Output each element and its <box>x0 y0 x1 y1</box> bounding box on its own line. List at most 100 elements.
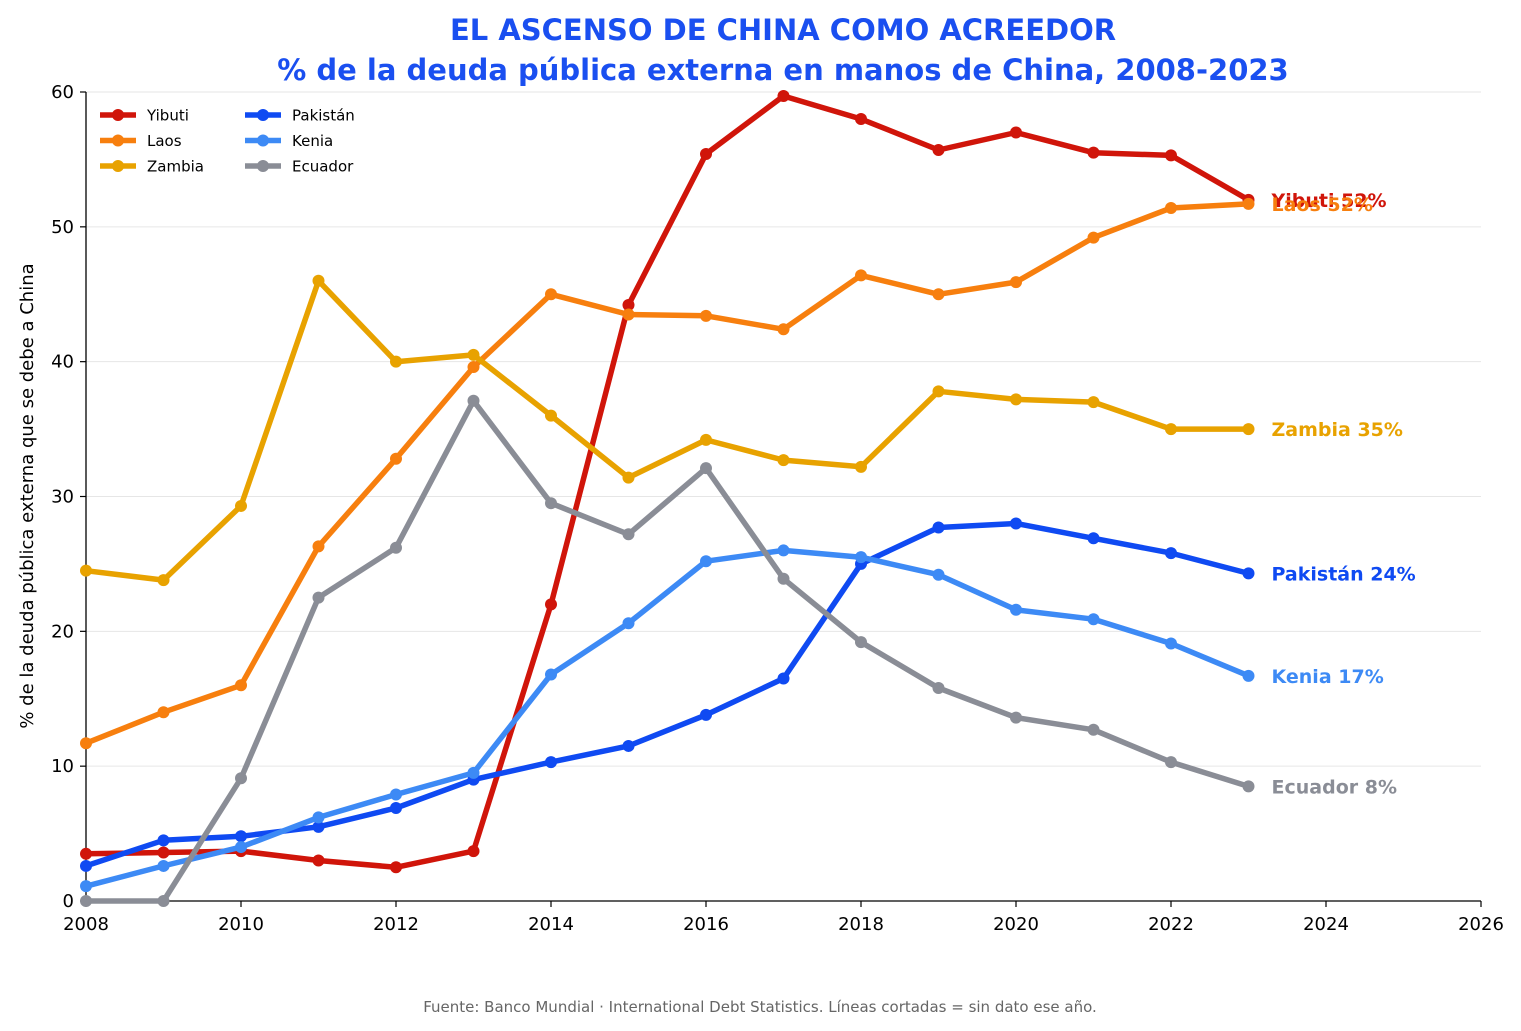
data-point <box>1242 567 1255 580</box>
data-point <box>855 636 867 649</box>
data-point <box>467 361 480 374</box>
data-point <box>1087 532 1100 545</box>
legend-item-laos: Laos <box>100 132 182 150</box>
x-tick-label: 2008 <box>63 914 109 935</box>
data-point <box>777 323 790 336</box>
data-point <box>700 309 712 322</box>
data-point <box>622 471 635 484</box>
data-point <box>390 801 402 814</box>
series-line <box>83 201 1252 746</box>
data-point <box>80 847 92 860</box>
data-point <box>777 454 790 467</box>
data-point <box>235 830 247 843</box>
data-point <box>1010 711 1022 724</box>
data-point <box>1087 723 1100 736</box>
data-point <box>1010 517 1022 530</box>
data-point <box>545 497 557 510</box>
data-point <box>235 841 247 854</box>
data-point <box>157 859 170 872</box>
y-tick-label: 50 <box>51 217 74 238</box>
series-pakistán <box>80 517 1255 872</box>
data-point <box>157 706 170 719</box>
legend-item-kenia: Kenia <box>245 132 333 150</box>
x-tick-label: 2016 <box>683 914 729 935</box>
data-point <box>1165 756 1177 769</box>
series-kenia <box>80 544 1255 893</box>
data-point <box>932 568 945 581</box>
data-point <box>1010 126 1022 139</box>
data-point <box>777 90 790 103</box>
data-point <box>932 521 945 534</box>
data-point <box>467 845 480 858</box>
y-axis-label: % de la deuda pública externa que se deb… <box>17 263 38 728</box>
data-point <box>390 355 402 368</box>
x-tick-label: 2012 <box>373 914 419 935</box>
series-yibuti <box>80 90 1255 874</box>
legend-item-pakistán: Pakistán <box>245 107 355 125</box>
legend-swatch-marker <box>112 109 124 121</box>
data-point <box>855 551 867 564</box>
end-label-zambia: Zambia 35% <box>1272 419 1403 441</box>
data-point <box>467 766 480 779</box>
data-point <box>235 772 247 785</box>
chart-subtitle: % de la deuda pública externa en manos d… <box>277 53 1289 87</box>
legend-swatch-marker <box>257 160 269 172</box>
data-point <box>700 433 712 446</box>
data-point <box>235 499 247 512</box>
data-point <box>312 820 325 833</box>
data-point <box>932 681 945 694</box>
end-labels: Yibuti 52%Laos 52% Zambia 35% Pakistán 24%… <box>1271 190 1416 799</box>
data-point <box>312 540 325 553</box>
legend-swatch-marker <box>112 134 124 147</box>
end-label-laos: Laos 52% <box>1272 194 1373 216</box>
y-tick-label: 40 <box>51 352 74 373</box>
data-point <box>312 274 325 287</box>
legend-item-zambia: Zambia <box>100 158 204 176</box>
data-point <box>777 672 790 685</box>
data-point <box>1165 547 1177 560</box>
data-point <box>1010 276 1022 289</box>
data-point <box>80 880 92 893</box>
end-label-ecuador: Ecuador 8% <box>1272 776 1398 798</box>
data-point <box>932 143 945 156</box>
data-point <box>390 788 402 801</box>
data-point <box>855 112 867 125</box>
legend-item-yibuti: Yibuti <box>100 107 189 125</box>
data-point <box>545 409 557 422</box>
x-tick-label: 2022 <box>1148 914 1194 935</box>
data-point <box>1242 669 1255 682</box>
chart-title: EL ASCENSO DE CHINA COMO ACREEDOR <box>450 13 1116 47</box>
data-point <box>312 811 325 824</box>
data-point <box>1165 637 1177 650</box>
data-point <box>312 854 325 867</box>
end-label-pakistán: Pakistán 24% <box>1272 563 1416 585</box>
data-point <box>622 617 635 630</box>
y-tick-label: 30 <box>51 487 74 508</box>
data-point <box>1087 396 1100 409</box>
data-point <box>157 574 170 587</box>
data-point <box>467 394 480 407</box>
data-point <box>855 460 867 473</box>
legend-label: Ecuador <box>292 158 354 176</box>
data-point <box>80 895 92 907</box>
x-tick-label: 2018 <box>838 914 884 935</box>
source-note: Fuente: Banco Mundial · International De… <box>423 998 1097 1016</box>
data-point <box>1165 149 1177 162</box>
data-point <box>1242 197 1255 210</box>
y-tick-label: 10 <box>51 756 74 777</box>
data-point <box>622 299 635 312</box>
data-point <box>545 288 557 301</box>
legend-swatch-marker <box>112 160 124 172</box>
data-point <box>80 737 92 750</box>
x-tick-label: 2020 <box>993 914 1039 935</box>
data-point <box>1010 393 1022 406</box>
data-point <box>700 555 712 568</box>
series-line <box>83 520 1252 869</box>
data-point <box>157 846 170 859</box>
data-point <box>545 598 557 611</box>
data-point <box>235 679 247 692</box>
series-laos <box>80 197 1255 750</box>
x-tick-label: 2026 <box>1458 914 1504 935</box>
data-point <box>1165 423 1177 436</box>
